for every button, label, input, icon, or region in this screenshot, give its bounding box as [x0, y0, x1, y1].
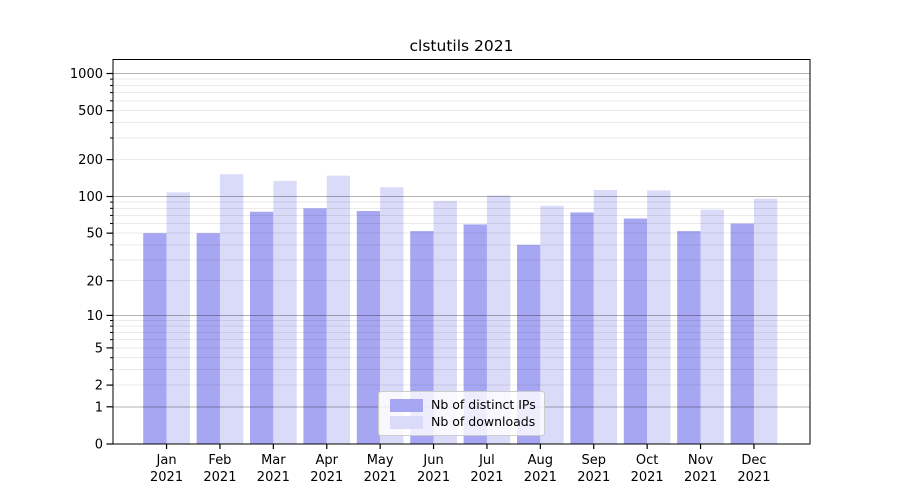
legend-entry-downloads: Nb of downloads: [390, 413, 544, 429]
legend-entry-ips: Nb of distinct IPs: [390, 396, 544, 412]
x-tick-label-month: Feb: [208, 453, 231, 468]
x-tick-label-month: Nov: [688, 453, 714, 468]
axes-box: [112, 58, 811, 445]
y-tick-label: 0: [95, 438, 103, 453]
y-tick-label: 50: [86, 227, 103, 242]
bar-downloads-7: [540, 205, 564, 444]
x-tick-label-year: 2021: [737, 470, 770, 485]
x-tick-label-month: Oct: [636, 453, 658, 468]
bar-downloads-0: [166, 192, 190, 444]
x-tick-label-month: Dec: [741, 453, 766, 468]
y-tick-label: 1: [95, 400, 103, 415]
bar-ips-6: [463, 224, 487, 444]
bar-ips-3: [303, 208, 327, 444]
x-tick-label-month: Jun: [422, 453, 443, 468]
x-tick-label-year: 2021: [364, 470, 397, 485]
legend-label: Nb of distinct IPs: [431, 396, 536, 412]
bar-downloads-5: [433, 200, 457, 444]
x-tick-label-year: 2021: [257, 470, 290, 485]
y-tick-label: 1000: [70, 67, 103, 82]
y-tick-label: 5: [95, 341, 103, 356]
x-tick-label-year: 2021: [310, 470, 343, 485]
bar-ips-4: [356, 211, 381, 444]
x-tick-label-month: Aug: [528, 453, 553, 468]
x-tick-label-year: 2021: [150, 470, 183, 485]
x-tick-label-month: Jul: [478, 453, 495, 468]
x-tick-label-month: Jan: [156, 453, 177, 468]
x-tick-label-year: 2021: [524, 470, 557, 485]
bar-ips-5: [410, 231, 434, 444]
x-tick-label-year: 2021: [470, 470, 503, 485]
legend: Nb of distinct IPs Nb of downloads: [378, 391, 545, 436]
x-tick-label-year: 2021: [631, 470, 664, 485]
bar-downloads-6: [486, 195, 511, 444]
y-tick-label: 10: [86, 309, 103, 324]
x-tick-label-month: Apr: [316, 453, 339, 468]
y-tick-label: 100: [78, 190, 103, 205]
bar-ips-11: [730, 223, 754, 444]
bar-downloads-11: [753, 198, 778, 444]
chart-title: clstutils 2021: [409, 37, 514, 55]
legend-label: Nb of downloads: [431, 413, 536, 429]
bar-ips-10: [677, 231, 701, 444]
bar-downloads-8: [593, 190, 618, 444]
bar-downloads-9: [647, 190, 671, 444]
bar-ips-9: [623, 218, 648, 444]
x-tick-label-month: May: [367, 453, 394, 468]
y-tick-label: 200: [78, 153, 103, 168]
bar-ips-2: [250, 211, 274, 444]
y-tick-label: 500: [78, 104, 103, 119]
bar-ips-0: [143, 233, 167, 444]
legend-swatch-icon: [390, 415, 423, 429]
x-tick-label-year: 2021: [417, 470, 450, 485]
bar-downloads-2: [273, 180, 297, 444]
bar-ips-8: [570, 212, 594, 444]
y-tick-label: 20: [86, 274, 103, 289]
x-tick-label-year: 2021: [203, 470, 236, 485]
x-tick-label-year: 2021: [684, 470, 717, 485]
x-tick-label-year: 2021: [577, 470, 610, 485]
x-tick-label-month: Sep: [581, 453, 606, 468]
bar-downloads-10: [700, 209, 724, 444]
x-tick-label-month: Mar: [261, 453, 286, 468]
bar-ips-1: [196, 233, 220, 444]
bar-downloads-3: [326, 175, 351, 444]
y-tick-label: 2: [95, 379, 103, 394]
legend-swatch-icon: [390, 398, 423, 412]
bar-downloads-4: [380, 187, 404, 444]
bar-downloads-1: [219, 174, 244, 444]
